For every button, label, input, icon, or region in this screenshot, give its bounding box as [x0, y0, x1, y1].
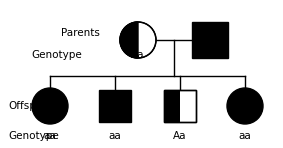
Bar — [192, 22, 228, 58]
Bar — [99, 90, 131, 122]
Text: Genotype: Genotype — [32, 50, 82, 60]
Polygon shape — [120, 22, 138, 58]
Bar — [164, 90, 196, 122]
Text: Aa: Aa — [173, 131, 187, 141]
Text: aa: aa — [44, 131, 56, 141]
Circle shape — [227, 88, 263, 124]
Text: Genotype: Genotype — [8, 131, 59, 141]
Circle shape — [120, 22, 156, 58]
Text: Offspring: Offspring — [8, 101, 57, 111]
Bar — [164, 90, 180, 122]
Text: Aa: Aa — [131, 50, 145, 60]
Circle shape — [32, 88, 68, 124]
Text: aa: aa — [109, 131, 121, 141]
Text: aa: aa — [239, 131, 251, 141]
Bar — [164, 90, 196, 122]
Text: aa: aa — [204, 50, 216, 60]
Text: Parents: Parents — [61, 28, 99, 38]
